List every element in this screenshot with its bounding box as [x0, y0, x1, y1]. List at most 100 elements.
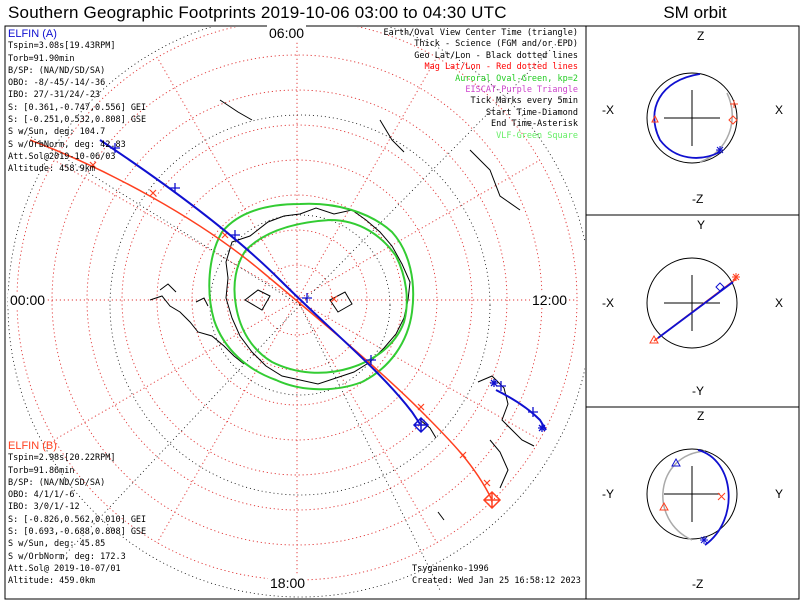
probe-a-line: Tspin=3.08s[19.43RPM] [8, 41, 116, 52]
sm2-left-label: -X [602, 296, 614, 310]
sm-panel-frame-3 [585, 406, 800, 600]
antarctica-coastline [225, 207, 411, 385]
elfin-a-ticks [110, 143, 538, 417]
sm1-left-label: -X [602, 103, 614, 117]
sm3-bottom-label: -Z [692, 577, 704, 591]
earth-circle-3 [646, 448, 738, 540]
probe-a-line: IBO: 27/-31/24/-23 [8, 90, 101, 101]
orbit-gray-1 [699, 92, 733, 163]
sm3-left-label: -Y [602, 487, 614, 501]
probe-a-line: Att.Sol@2019-10-06/03 [8, 151, 116, 162]
mag-meridians [17, 27, 577, 580]
orbit-a-1 [653, 73, 721, 159]
credit-author: Tsyganenko-1996 [412, 564, 489, 574]
legend-entry: Mag Lat/Lon - Red dotted lines [424, 62, 578, 73]
orbit-a-2 [657, 281, 734, 339]
elfin-a-end-asterisk-2 [490, 379, 498, 387]
mlt-label-bottom: 18:00 [268, 575, 308, 591]
sm1-top-label: Z [697, 29, 705, 43]
mlt-label-left: 00:00 [8, 292, 48, 308]
sm3-right-label: Y [775, 487, 784, 501]
legend-entry: Auroral Oval-Green, kp=2 [455, 73, 578, 84]
orbit-gray-3 [662, 450, 706, 541]
legend-entry: Thick - Science (FGM and/or EPD) [414, 39, 578, 50]
sm-panel-3 [646, 448, 738, 546]
sm1-bottom-label: -Z [692, 192, 704, 206]
probe-a-line: B/SP: (NA/ND/SD/SA) [8, 65, 106, 76]
probe-a-line: OBO: -8/-45/-14/-36 [8, 78, 106, 89]
orbit-b-triangle-2 [649, 334, 659, 344]
probe-b-line: Tspin=2.98s[20.22RPM] [8, 453, 116, 464]
orbit-b-triangle-1 [651, 114, 659, 123]
elfin-a-end-asterisk [538, 424, 546, 432]
orbit-a-marker-1 [716, 146, 724, 154]
orbit-b-diamond-1 [728, 115, 738, 125]
sm-panel-1 [646, 72, 738, 164]
sm-panel-2 [646, 257, 740, 349]
plot-title: Southern Geographic Footprints 2019-10-0… [8, 3, 507, 22]
probe-b-info: ELFIN (B) Tspin=2.98s[20.22RPM] Torb=91.… [8, 440, 146, 588]
probe-b-line: S: [0.693,-0.688,0.808] GSE [8, 527, 147, 538]
legend-entry: VLF-Green Square [496, 130, 578, 141]
mlt-label-top: 06:00 [267, 25, 307, 41]
mag-pole-marker [330, 295, 338, 303]
orbit-b-triangle-3 [659, 501, 669, 511]
orbit-b-marker-2 [732, 273, 740, 281]
credit-created: Created: Wed Jan 25 16:58:12 2023 [412, 576, 581, 587]
elfin-a-start-diamond [412, 416, 430, 434]
probe-a-line: S: [-0.251,0.532,0.808] GSE [8, 115, 147, 126]
elfin-b-track [29, 139, 493, 501]
elfin-a-track-2 [495, 389, 547, 431]
australia-coastline [477, 375, 535, 489]
elfin-b-start-diamond [482, 490, 502, 510]
legend-entry: Earth/Oval View Center Time (triangle) [383, 28, 578, 38]
orbit-a-3 [697, 449, 730, 546]
legend-entry: Tick Marks every 5min [470, 96, 578, 107]
probe-a-name: ELFIN (A) [8, 28, 57, 40]
probe-b-line: Altitude: 459.0km [8, 576, 95, 587]
probe-a-info: ELFIN (A) Tspin=3.08s[19.43RPM] Torb=91.… [8, 28, 146, 176]
south-america-coastline [149, 283, 245, 365]
sm2-bottom-label: -Y [692, 384, 704, 398]
orbit-b-marker-1 [730, 100, 738, 108]
probe-b-line: OBO: 4/1/1/-6 [8, 490, 75, 501]
probe-a-line: S w/Sun, deg: 104.7 [8, 127, 106, 138]
auroral-oval-outer [208, 202, 415, 391]
probe-b-line: Torb=91.86min [8, 465, 75, 476]
probe-b-line: Att.Sol@ 2019-10-07/01 [8, 563, 121, 574]
auroral-oval-inner [233, 218, 408, 374]
orbit-b-marker-3 [717, 492, 726, 501]
probe-b-name: ELFIN (B) [8, 440, 57, 452]
elfin-b-ticks [89, 161, 491, 487]
probe-a-line: Altitude: 458.9km [8, 164, 95, 175]
earth-circle-1 [646, 72, 738, 164]
legend-entry: Start Time-Diamond [485, 107, 578, 118]
legend: Earth/Oval View Center Time (triangle) Th… [384, 28, 578, 142]
new-zealand-coastline [419, 419, 445, 521]
polar-map [7, 27, 585, 598]
probe-b-line: S w/Sun, deg: 45.85 [8, 539, 106, 550]
africa-coastline [219, 99, 521, 211]
orbit-a-diamond-2 [715, 282, 725, 292]
sm-orbit-title: SM orbit [663, 3, 727, 22]
sm1-right-label: X [775, 103, 784, 117]
elfin-a-track [99, 139, 421, 425]
credit: Tsyganenko-1996 Created: Wed Jan 25 16:5… [412, 563, 581, 588]
probe-a-line: S w/OrbNorm, deg: 42.83 [8, 139, 126, 150]
legend-entry: EISCAT-Purple Triangle [465, 85, 578, 96]
probe-b-line: S: [-0.826,0.562,0.010] GEI [8, 514, 147, 525]
mlt-label-right: 12:00 [530, 292, 570, 308]
probe-b-line: IBO: 3/0/1/-12 [8, 502, 80, 513]
orbit-a-marker-3 [700, 536, 708, 544]
probe-b-line: B/SP: (NA/ND/SD/SA) [8, 477, 106, 488]
probe-a-line: Torb=91.90min [8, 53, 75, 64]
sm3-top-label: Z [697, 409, 705, 423]
sm2-top-label: Y [697, 218, 706, 232]
probe-b-line: S w/OrbNorm, deg: 172.3 [8, 551, 126, 562]
earth-circle-2 [646, 257, 738, 349]
probe-a-line: S: [0.361,-0.747,0.556] GEI [8, 102, 147, 113]
sm2-right-label: X [775, 296, 784, 310]
legend-entry: Geo Lat/Lon - Black dotted lines [414, 50, 578, 61]
legend-entry: End Time-Asterisk [491, 119, 578, 130]
